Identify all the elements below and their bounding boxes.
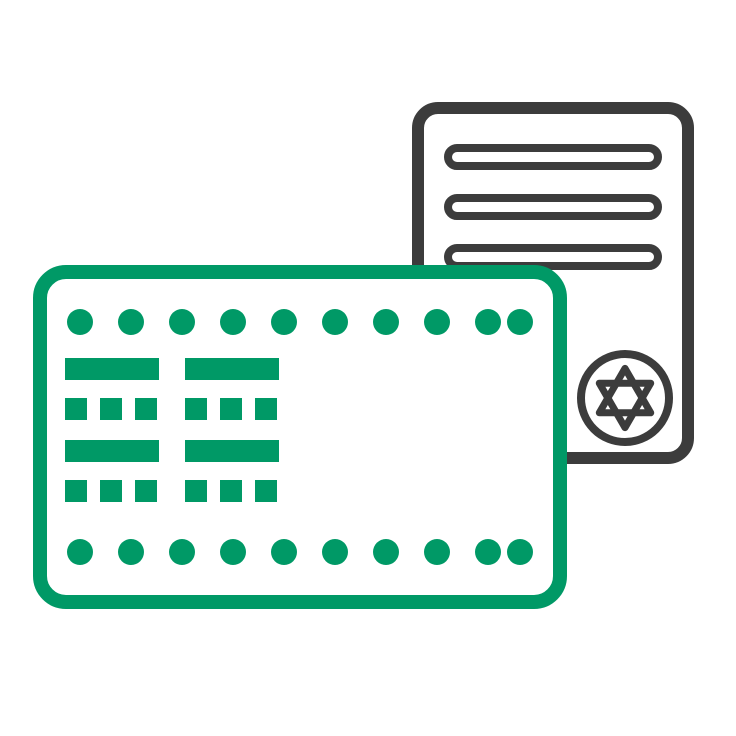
card-bar-c1-1 [65,358,159,380]
card-pin-bottom-5 [271,539,297,565]
card-pin-top-6 [322,309,348,335]
card-pin-bottom-6 [322,539,348,565]
card-pin-top-4 [220,309,246,335]
card-pin-top-9 [475,309,501,335]
card-sq-c2-r2-1 [185,480,207,502]
card-pin-top-10 [507,309,533,335]
card-bar-c2-1 [185,358,279,380]
card-sq-c1-r2-2 [100,480,122,502]
card-pin-top-7 [373,309,399,335]
card-pin-top-3 [169,309,195,335]
card-sq-c2-r2-2 [220,480,242,502]
card-pin-bottom-3 [169,539,195,565]
card-sq-c2-r1-1 [185,398,207,420]
card-pin-top-1 [67,309,93,335]
card-pin-bottom-10 [507,539,533,565]
card-pin-top-8 [424,309,450,335]
card-pin-bottom-7 [373,539,399,565]
card-pin-bottom-9 [475,539,501,565]
card-bar-c2-2 [185,440,279,462]
card-sq-c1-r1-2 [100,398,122,420]
card-pin-top-5 [271,309,297,335]
card-pin-bottom-8 [424,539,450,565]
card-sq-c1-r2-1 [65,480,87,502]
card-pin-bottom-1 [67,539,93,565]
card-bar-c1-2 [65,440,159,462]
card-pin-top-2 [118,309,144,335]
card-sq-c1-r1-1 [65,398,87,420]
hardware-certificate-icon [0,0,736,736]
card-pin-bottom-4 [220,539,246,565]
card-sq-c2-r2-3 [255,480,277,502]
card-sq-c2-r1-2 [220,398,242,420]
card-sq-c1-r2-3 [135,480,157,502]
card-sq-c1-r1-3 [135,398,157,420]
hardware-module-card [40,272,560,602]
card-pin-bottom-2 [118,539,144,565]
card-sq-c2-r1-3 [255,398,277,420]
